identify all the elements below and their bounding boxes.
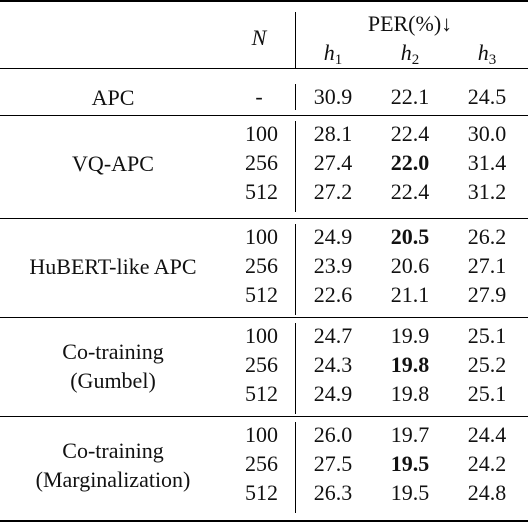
per-cell-h2: 20.5 [390,224,430,249]
per-cell-h1: 27.4 [313,150,353,175]
per-cell-h1: 26.0 [313,422,353,447]
per-cell-h3: 26.2 [467,224,507,249]
header-h2: h2 [400,40,420,68]
per-cell-h1: 27.5 [313,451,353,476]
n-cell: 100 [245,323,278,348]
per-cell-h2: 22.4 [390,121,430,146]
per-cell-h2: 19.5 [390,451,430,476]
n-cell: 512 [245,480,278,505]
method-label: HuBERT-like APC [29,254,197,279]
per-cell-h3: 25.1 [467,323,507,348]
n-cell: 256 [245,150,278,175]
per-cell-h3: 24.4 [467,422,507,447]
per-cell-h3: 24.5 [467,84,507,109]
group-separator [295,121,296,212]
per-cell-h1: 28.1 [313,121,353,146]
n-cell: 256 [245,352,278,377]
group-rule [0,317,528,318]
per-cell-h1: 24.9 [313,381,353,406]
per-cell-h1: 30.9 [313,84,353,109]
header-h3: h3 [477,40,497,68]
n-cell: 256 [245,253,278,278]
method-label: Co-training [62,338,164,364]
n-cell: 100 [245,224,278,249]
method-label: APC [91,85,135,110]
per-cell-h1: 27.2 [313,179,353,204]
per-cell-h3: 31.4 [467,150,507,175]
header-metric: PER(%)↓ [367,11,453,36]
n-cell: 512 [245,282,278,307]
per-cell-h1: 24.3 [313,352,353,377]
group-rule [0,115,528,116]
header-n: N [251,25,267,50]
per-cell-h2: 19.5 [390,480,430,505]
header-separator [295,12,296,68]
method-label: VQ-APC [72,151,154,176]
per-cell-h2: 22.0 [390,150,430,175]
group-separator [295,422,296,513]
group-rule [0,68,528,69]
n-cell: 512 [245,179,278,204]
per-cell-h1: 24.9 [313,224,353,249]
group-separator [295,323,296,414]
group-separator [295,224,296,315]
n-cell: 100 [245,121,278,146]
per-cell-h3: 27.1 [467,253,507,278]
per-cell-h3: 31.2 [467,179,507,204]
n-cell: - [255,84,263,109]
per-cell-h2: 20.6 [390,253,430,278]
group-rule [0,416,528,417]
per-cell-h3: 30.0 [467,121,507,146]
group-rule [0,218,528,219]
method-label: Co-training [62,437,164,463]
per-cell-h3: 25.2 [467,352,507,377]
per-cell-h2: 21.1 [390,282,430,307]
per-cell-h3: 24.8 [467,480,507,505]
per-cell-h2: 19.8 [390,352,430,377]
per-cell-h2: 22.4 [390,179,430,204]
method-label: (Marginalization) [35,466,191,492]
method-label: (Gumbel) [70,367,156,393]
top-rule [0,0,528,2]
group-separator [295,84,296,110]
per-cell-h3: 24.2 [467,451,507,476]
n-cell: 256 [245,451,278,476]
n-cell: 100 [245,422,278,447]
per-cell-h2: 19.9 [390,323,430,348]
n-cell: 512 [245,381,278,406]
per-cell-h2: 19.7 [390,422,430,447]
per-cell-h1: 23.9 [313,253,353,278]
per-cell-h2: 19.8 [390,381,430,406]
per-cell-h1: 24.7 [313,323,353,348]
bottom-rule [0,520,528,522]
header-h1: h1 [323,40,343,68]
per-cell-h1: 26.3 [313,480,353,505]
per-cell-h3: 25.1 [467,381,507,406]
per-cell-h2: 22.1 [390,84,430,109]
per-cell-h3: 27.9 [467,282,507,307]
per-cell-h1: 22.6 [313,282,353,307]
